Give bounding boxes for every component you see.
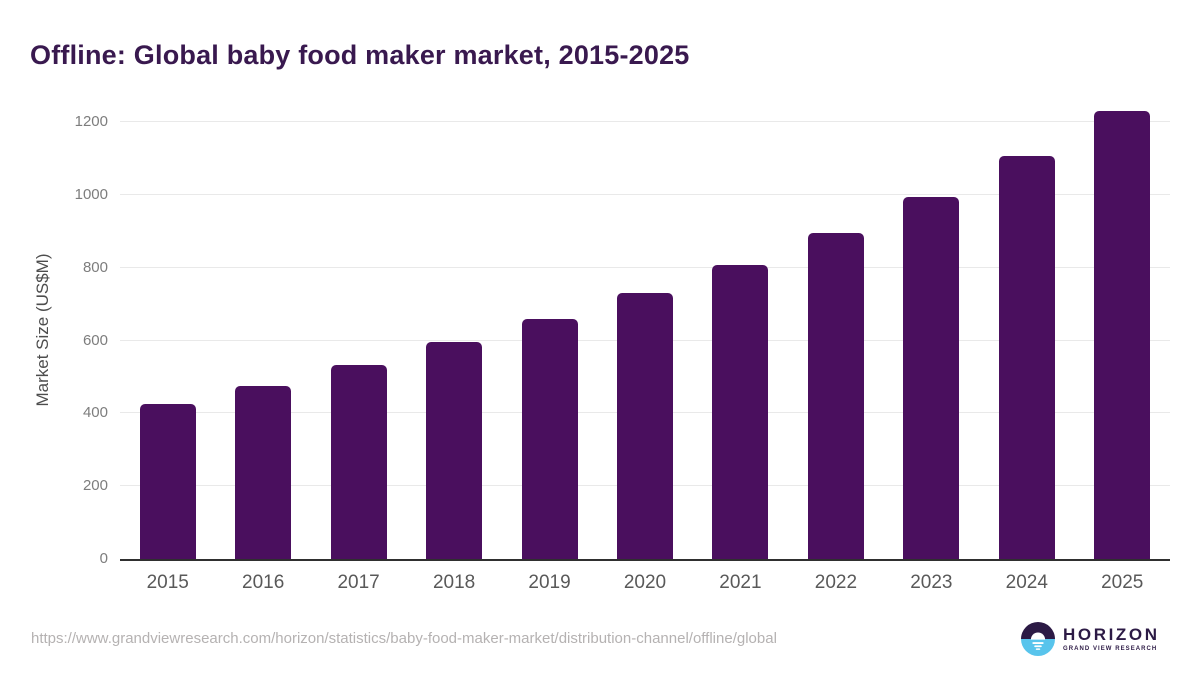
bar-slot-2025 <box>1075 99 1170 559</box>
gridline-1200 <box>120 121 1170 122</box>
y-tick-label-200: 200 <box>82 477 108 495</box>
chart-title: Offline: Global baby food maker market, … <box>30 40 690 71</box>
y-tick-label-800: 800 <box>82 258 108 276</box>
x-tick-label-2019: 2019 <box>528 572 571 593</box>
bar-slot-2017 <box>311 99 406 559</box>
bar-slot-2023 <box>884 99 979 559</box>
bar-2024 <box>998 155 1055 559</box>
bar-slot-2016 <box>215 99 310 559</box>
bar-2017 <box>330 364 387 559</box>
x-tick-label-2020: 2020 <box>623 572 667 593</box>
plot-area <box>120 99 1170 561</box>
logo-subbrand: GRAND VIEW RESEARCH <box>1063 646 1158 652</box>
gridline-1000 <box>120 193 1170 195</box>
gridline-800 <box>120 266 1170 268</box>
x-tick-label-2015: 2015 <box>146 572 189 593</box>
y-tick-label-1000: 1000 <box>74 185 108 203</box>
bar-2019 <box>521 319 578 559</box>
x-axis-tick-labels: 2015 2016 2017 2018 2019 2020 2021 2022 2023 2024… <box>120 566 1170 594</box>
y-tick-label-1200: 1200 <box>74 113 108 130</box>
horizon-sun-over-water-icon <box>1021 622 1055 656</box>
bar-series <box>120 99 1170 559</box>
bar-2015 <box>139 403 196 559</box>
bar-slot-2018 <box>406 99 501 559</box>
logo-brand: HORIZON <box>1063 625 1160 644</box>
bar-2016 <box>235 385 292 559</box>
x-tick-label-2024: 2024 <box>1005 572 1048 593</box>
bar-2021 <box>712 265 769 559</box>
x-tick-label-2018: 2018 <box>432 572 476 593</box>
bar-slot-2022 <box>788 99 883 559</box>
x-tick-label-2016: 2016 <box>242 572 285 593</box>
source-url: https://www.grandviewresearch.com/horizo… <box>31 630 777 647</box>
bar-slot-2020 <box>597 99 692 559</box>
y-tick-label-0: 0 <box>99 550 108 567</box>
x-tick-label-2021: 2021 <box>719 572 762 593</box>
y-tick-label-400: 400 <box>82 404 108 422</box>
bar-2020 <box>616 293 673 559</box>
y-tick-label-600: 600 <box>82 331 108 349</box>
bar-2018 <box>426 342 483 559</box>
bar-slot-2015 <box>120 99 215 559</box>
x-tick-label-2023: 2023 <box>910 572 953 593</box>
bar-2022 <box>807 233 864 559</box>
bar-2025 <box>1094 111 1151 559</box>
x-tick-label-2017: 2017 <box>337 572 380 593</box>
x-tick-label-2025: 2025 <box>1101 572 1144 593</box>
y-axis-tick-labels: 0 200 400 600 800 1000 1200 <box>0 99 108 567</box>
bar-2023 <box>903 197 960 559</box>
x-tick-label-2022: 2022 <box>814 572 858 593</box>
logo-text: HORIZON GRAND VIEW RESEARCH <box>1063 626 1160 652</box>
bar-slot-2021 <box>693 99 788 559</box>
bar-slot-2024 <box>979 99 1074 559</box>
bar-slot-2019 <box>502 99 597 559</box>
horizon-logo: HORIZON GRAND VIEW RESEARCH <box>1021 622 1160 656</box>
